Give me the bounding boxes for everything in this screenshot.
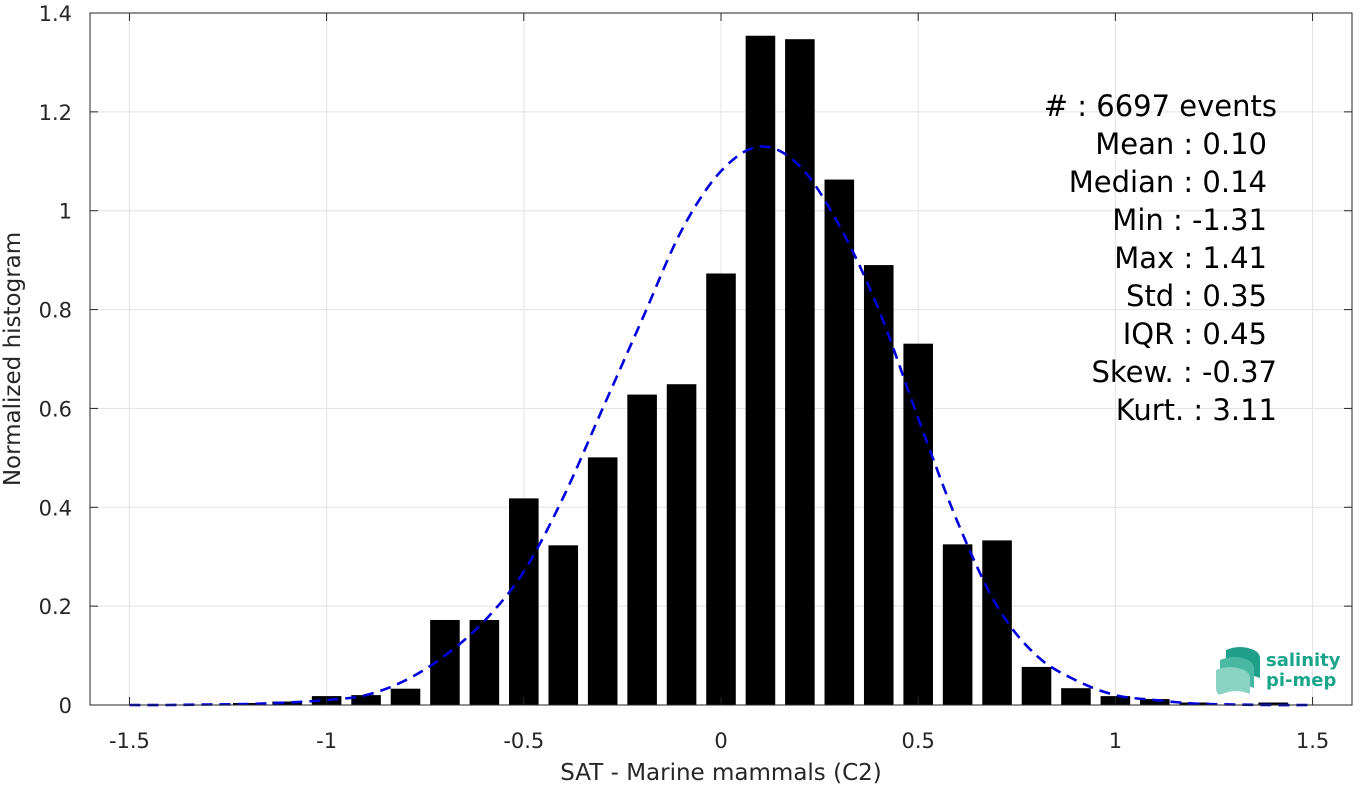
x-tick-label: 0.5 <box>901 729 934 753</box>
histogram-bar <box>903 343 933 705</box>
histogram-bar <box>666 384 697 705</box>
y-tick-label: 0.2 <box>39 595 72 619</box>
histogram-bar <box>824 179 855 705</box>
x-axis-label: SAT - Marine mammals (C2) <box>560 760 882 785</box>
histogram-bar <box>548 545 579 705</box>
stat-line: Max : 1.41 <box>1114 241 1267 275</box>
stat-line: Min : -1.31 <box>1112 203 1267 237</box>
histogram-bar <box>351 695 381 705</box>
statistics-box: # : 6697 events Mean : 0.10 Median : 0.14 M… <box>1044 89 1277 427</box>
stat-line: IQR : 0.45 <box>1123 317 1267 351</box>
x-tick-label: -0.5 <box>503 729 544 753</box>
histogram-bar <box>509 498 539 705</box>
y-tick-label: 1.4 <box>39 2 72 26</box>
x-tick-label: -1 <box>316 729 337 753</box>
stat-line: Std : 0.35 <box>1126 279 1267 313</box>
stat-line: Mean : 0.10 <box>1095 127 1267 161</box>
histogram-bar <box>1258 702 1288 705</box>
stat-line: # : 6697 events <box>1044 89 1277 123</box>
histogram-bar <box>785 39 815 705</box>
axes-frame <box>89 12 1353 706</box>
histogram-bar <box>942 544 973 705</box>
histogram-bar <box>390 688 421 705</box>
stat-line: Kurt. : 3.11 <box>1116 393 1277 427</box>
histogram-bar <box>1140 699 1170 705</box>
salinity-pi-mep-logo: salinity pi-mep <box>1216 647 1341 695</box>
x-tick-labels: -1.5 -1 -0.5 0 0.5 1 1.5 <box>109 729 1329 753</box>
stat-line: Skew. : -0.37 <box>1091 355 1277 389</box>
y-tick-label: 0.6 <box>39 397 72 421</box>
x-tick-label: 1 <box>1109 729 1122 753</box>
histogram-bar <box>1061 688 1091 705</box>
y-tick-label: 1.2 <box>39 101 72 125</box>
wave-layers-icon <box>1216 647 1260 695</box>
y-tick-labels: 0 0.2 0.4 0.6 0.8 1 1.2 1.4 <box>39 2 72 718</box>
y-tick-label: 1 <box>59 200 72 224</box>
logo-line-2: pi-mep <box>1266 670 1336 691</box>
histogram-bar <box>587 457 618 705</box>
y-tick-label: 0.8 <box>39 299 72 323</box>
x-tick-label: -1.5 <box>109 729 150 753</box>
logo-line-1: salinity <box>1266 650 1341 671</box>
histogram-bar <box>706 273 736 705</box>
x-tick-label: 1.5 <box>1296 729 1329 753</box>
y-tick-label: 0.4 <box>39 496 72 520</box>
y-axis-label: Normalized histogram <box>0 232 26 486</box>
histogram-bar <box>272 701 302 705</box>
histogram-bar <box>627 394 657 705</box>
histogram-bar <box>1021 666 1052 705</box>
stat-line: Median : 0.14 <box>1069 165 1267 199</box>
histogram-bars <box>232 35 1288 706</box>
gaussian-fit-curve <box>129 145 1313 707</box>
histogram-bar <box>745 35 776 706</box>
y-tick-label: 0 <box>59 694 72 718</box>
x-tick-label: 0 <box>714 729 727 753</box>
histogram-bar <box>469 619 500 705</box>
histogram-bar <box>863 265 894 705</box>
